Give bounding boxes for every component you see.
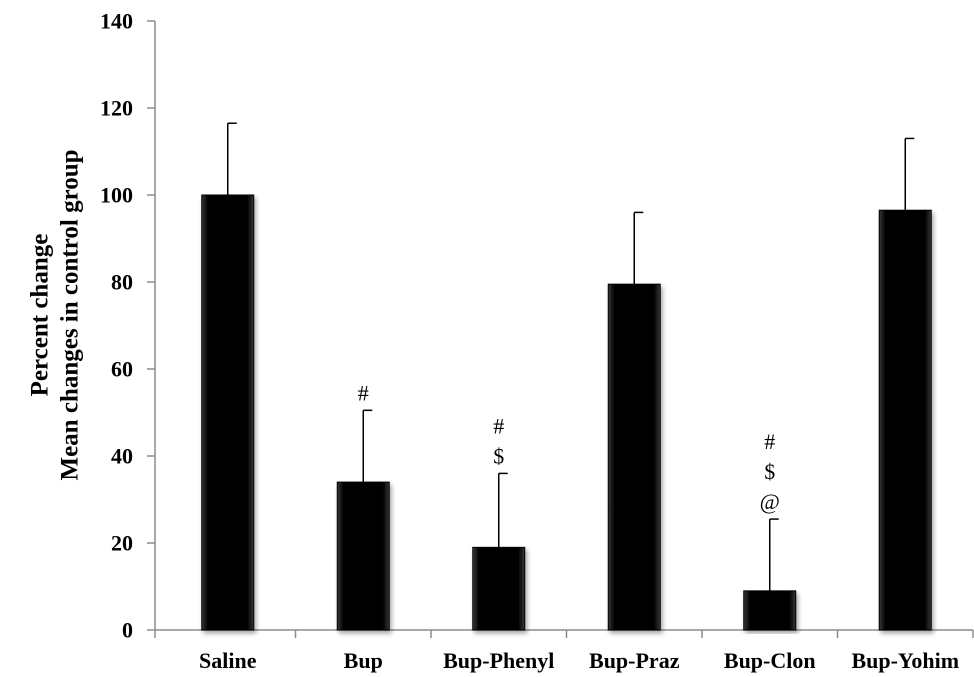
y-axis-title-line-2: Mean changes in control group	[57, 149, 84, 480]
y-tick-label: 100	[100, 183, 133, 208]
bar-bup-yohim	[878, 209, 932, 631]
significance-mark: #	[358, 380, 369, 405]
x-category-label: Bup-Praz	[589, 648, 680, 673]
significance-annotations: # # $ # $ @	[358, 380, 780, 514]
x-category-label: Saline	[199, 648, 257, 673]
significance-mark: #	[493, 413, 504, 438]
y-tick-label: 20	[111, 531, 133, 556]
bar-bup-clon	[743, 590, 797, 631]
significance-mark: @	[760, 489, 780, 514]
y-axis-title-line-1: Percent change	[27, 234, 54, 397]
bar-bup	[336, 481, 390, 631]
category-labels: Saline Bup Bup-Phenyl Bup-Praz Bup-Clon Bup-Y…	[199, 648, 959, 673]
y-tick-label: 80	[111, 270, 133, 295]
x-category-label: Bup-Yohim	[851, 648, 959, 673]
y-tick-label: 40	[111, 444, 133, 469]
y-tick-label: 0	[122, 618, 133, 643]
bar-bup-praz	[607, 283, 661, 631]
significance-mark: $	[764, 459, 775, 484]
x-category-label: Bup-Clon	[724, 648, 816, 673]
y-axis-title: Percent change Mean changes in control gr…	[27, 149, 84, 480]
bar-bup-phenyl	[472, 546, 526, 631]
significance-mark: $	[493, 443, 504, 468]
bars	[201, 194, 932, 631]
y-axis: 0 20 40 60 80 100 120 140	[100, 9, 156, 643]
x-axis	[154, 629, 974, 638]
x-category-label: Bup	[344, 648, 383, 673]
x-category-label: Bup-Phenyl	[443, 648, 554, 673]
bar-saline	[201, 194, 255, 631]
y-tick-label: 140	[100, 9, 133, 34]
y-tick-label: 60	[111, 357, 133, 382]
y-tick-label: 120	[100, 96, 133, 121]
significance-mark: #	[764, 429, 775, 454]
error-bars	[227, 122, 915, 591]
